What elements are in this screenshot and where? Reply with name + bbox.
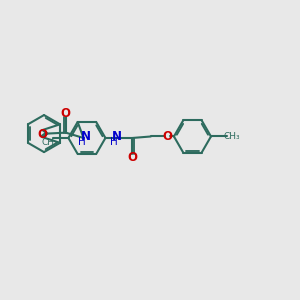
Text: H: H bbox=[110, 136, 118, 147]
Text: O: O bbox=[38, 128, 48, 141]
Text: CH₃: CH₃ bbox=[224, 132, 240, 141]
Text: O: O bbox=[163, 130, 172, 143]
Text: N: N bbox=[112, 130, 122, 143]
Text: H: H bbox=[78, 136, 86, 147]
Text: CH₃: CH₃ bbox=[41, 138, 58, 147]
Text: O: O bbox=[61, 107, 71, 120]
Text: N: N bbox=[81, 130, 91, 143]
Text: O: O bbox=[127, 152, 137, 164]
